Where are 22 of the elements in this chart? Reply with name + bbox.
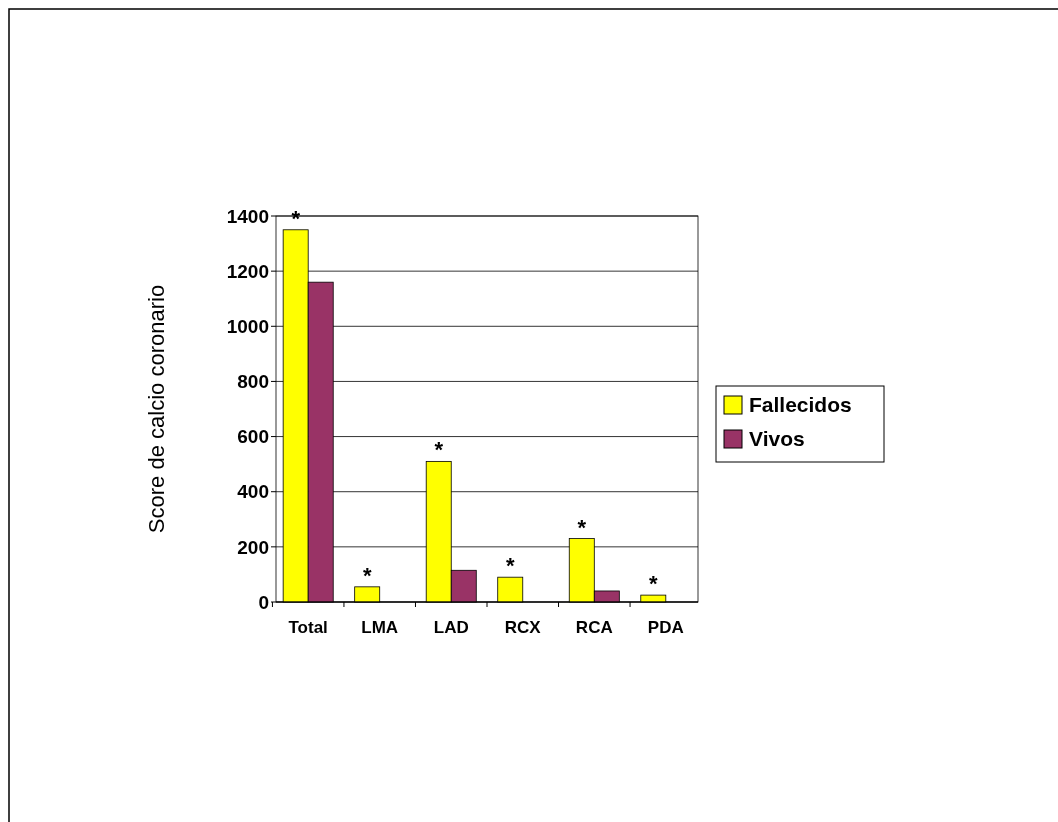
y-tick-label: 0 [258,591,269,613]
y-axis-title: Score de calcio coronario [144,284,169,534]
x-tick-label: LAD [433,618,469,637]
annotation: * [362,562,372,588]
annotation: * [434,437,444,463]
x-tick-label: RCX [504,618,542,637]
legend-label: Vivos [749,427,805,451]
y-tick-label: 800 [237,371,269,393]
annotation: * [577,514,587,540]
y-tick-label: 1000 [226,315,269,337]
y-tick-label: 400 [237,481,269,503]
legend-label: Fallecidos [749,393,852,417]
x-tick-label: LMA [361,618,399,637]
y-tick-label: 1400 [226,205,269,227]
x-tick-label: Total [288,618,328,637]
y-tick-label: 1200 [226,260,269,282]
annotation: * [649,571,659,597]
y-tick-label: 600 [237,426,269,448]
y-tick-label: 200 [237,536,269,558]
x-tick-label: RCA [575,618,613,637]
annotation: * [505,553,515,579]
x-tick-label: PDA [647,618,684,637]
